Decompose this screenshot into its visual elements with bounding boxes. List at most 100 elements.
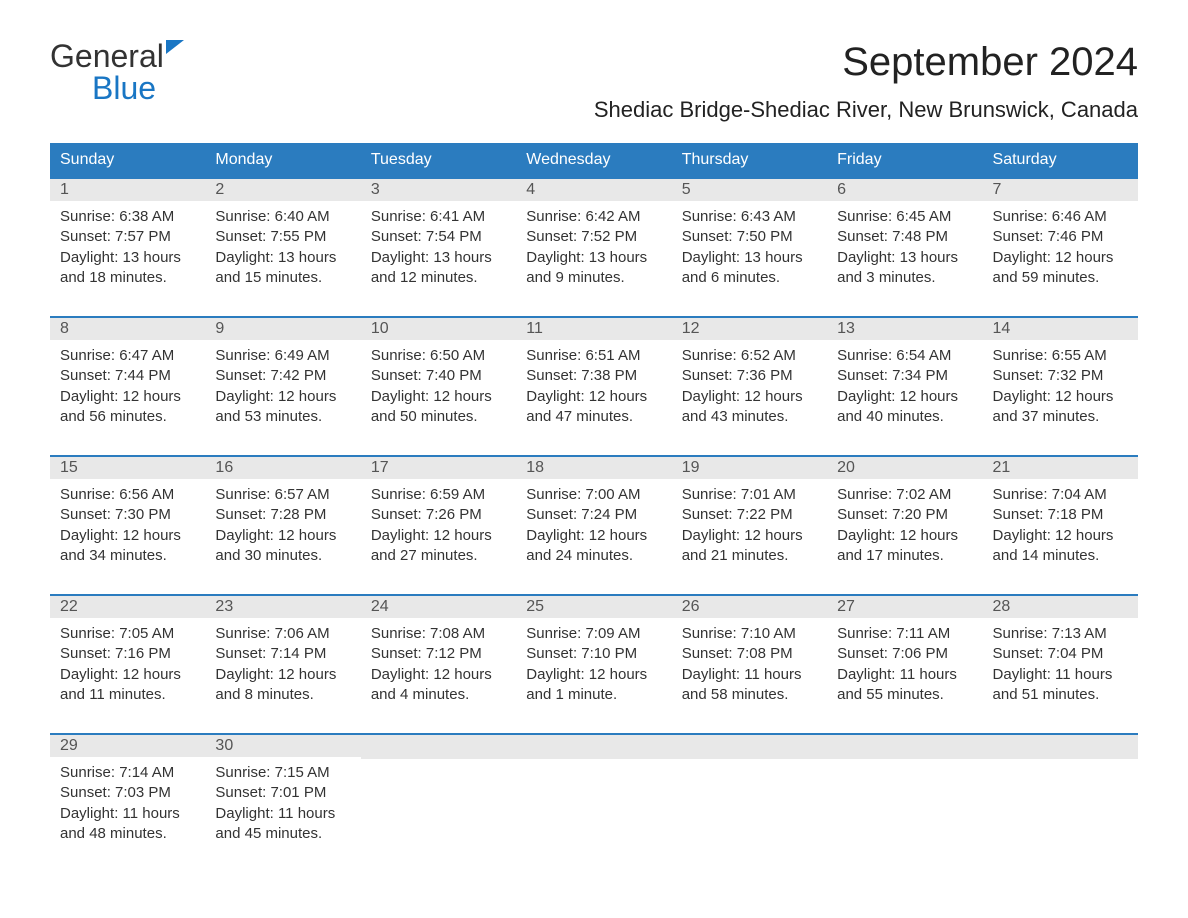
day-content: Sunrise: 6:51 AMSunset: 7:38 PMDaylight:… — [516, 340, 671, 455]
day-number: 14 — [983, 318, 1138, 340]
sunrise-text: Sunrise: 6:40 AM — [215, 207, 350, 227]
day-content: Sunrise: 6:55 AMSunset: 7:32 PMDaylight:… — [983, 340, 1138, 455]
sunrise-text: Sunrise: 6:47 AM — [60, 346, 195, 366]
daylight-text-2: and 51 minutes. — [993, 685, 1128, 705]
sunrise-text: Sunrise: 7:11 AM — [837, 624, 972, 644]
sunrise-text: Sunrise: 7:14 AM — [60, 763, 195, 783]
day-content: Sunrise: 6:57 AMSunset: 7:28 PMDaylight:… — [205, 479, 360, 594]
day-number: 12 — [672, 318, 827, 340]
daylight-text-1: Daylight: 12 hours — [682, 387, 817, 407]
daylight-text-1: Daylight: 13 hours — [371, 248, 506, 268]
logo-triangle-icon — [166, 40, 184, 54]
day-number: 5 — [672, 179, 827, 201]
daylight-text-2: and 11 minutes. — [60, 685, 195, 705]
day-header-row: Sunday Monday Tuesday Wednesday Thursday… — [50, 143, 1138, 178]
day-cell: 4Sunrise: 6:42 AMSunset: 7:52 PMDaylight… — [516, 178, 671, 317]
day-header-saturday: Saturday — [983, 143, 1138, 178]
day-cell: 27Sunrise: 7:11 AMSunset: 7:06 PMDayligh… — [827, 595, 982, 734]
sunset-text: Sunset: 7:32 PM — [993, 366, 1128, 386]
sunrise-text: Sunrise: 6:38 AM — [60, 207, 195, 227]
day-content: Sunrise: 7:08 AMSunset: 7:12 PMDaylight:… — [361, 618, 516, 733]
sunset-text: Sunset: 7:04 PM — [993, 644, 1128, 664]
daylight-text-1: Daylight: 12 hours — [215, 526, 350, 546]
day-cell: 15Sunrise: 6:56 AMSunset: 7:30 PMDayligh… — [50, 456, 205, 595]
day-cell: 23Sunrise: 7:06 AMSunset: 7:14 PMDayligh… — [205, 595, 360, 734]
sunrise-text: Sunrise: 7:15 AM — [215, 763, 350, 783]
empty-day — [983, 735, 1138, 759]
daylight-text-1: Daylight: 11 hours — [837, 665, 972, 685]
logo-blue-text: Blue — [92, 70, 156, 106]
sunrise-text: Sunrise: 7:05 AM — [60, 624, 195, 644]
day-number: 24 — [361, 596, 516, 618]
daylight-text-2: and 56 minutes. — [60, 407, 195, 427]
sunset-text: Sunset: 7:14 PM — [215, 644, 350, 664]
day-number: 18 — [516, 457, 671, 479]
day-content: Sunrise: 7:04 AMSunset: 7:18 PMDaylight:… — [983, 479, 1138, 594]
sunset-text: Sunset: 7:16 PM — [60, 644, 195, 664]
day-cell: 30Sunrise: 7:15 AMSunset: 7:01 PMDayligh… — [205, 734, 360, 872]
daylight-text-1: Daylight: 12 hours — [371, 665, 506, 685]
daylight-text-1: Daylight: 12 hours — [371, 387, 506, 407]
week-row: 29Sunrise: 7:14 AMSunset: 7:03 PMDayligh… — [50, 734, 1138, 872]
daylight-text-1: Daylight: 12 hours — [371, 526, 506, 546]
sunrise-text: Sunrise: 6:59 AM — [371, 485, 506, 505]
day-header-sunday: Sunday — [50, 143, 205, 178]
day-cell: 12Sunrise: 6:52 AMSunset: 7:36 PMDayligh… — [672, 317, 827, 456]
day-cell: 26Sunrise: 7:10 AMSunset: 7:08 PMDayligh… — [672, 595, 827, 734]
daylight-text-2: and 24 minutes. — [526, 546, 661, 566]
day-cell — [361, 734, 516, 872]
day-cell: 8Sunrise: 6:47 AMSunset: 7:44 PMDaylight… — [50, 317, 205, 456]
daylight-text-2: and 48 minutes. — [60, 824, 195, 844]
day-number: 16 — [205, 457, 360, 479]
day-content: Sunrise: 6:52 AMSunset: 7:36 PMDaylight:… — [672, 340, 827, 455]
day-cell: 20Sunrise: 7:02 AMSunset: 7:20 PMDayligh… — [827, 456, 982, 595]
daylight-text-2: and 58 minutes. — [682, 685, 817, 705]
sunset-text: Sunset: 7:55 PM — [215, 227, 350, 247]
daylight-text-2: and 34 minutes. — [60, 546, 195, 566]
day-cell — [827, 734, 982, 872]
header: General Blue September 2024 Shediac Brid… — [50, 40, 1138, 123]
day-header-monday: Monday — [205, 143, 360, 178]
sunset-text: Sunset: 7:40 PM — [371, 366, 506, 386]
day-cell: 21Sunrise: 7:04 AMSunset: 7:18 PMDayligh… — [983, 456, 1138, 595]
day-cell: 17Sunrise: 6:59 AMSunset: 7:26 PMDayligh… — [361, 456, 516, 595]
empty-day — [827, 735, 982, 759]
day-number: 30 — [205, 735, 360, 757]
location-text: Shediac Bridge-Shediac River, New Brunsw… — [594, 97, 1138, 123]
day-number: 11 — [516, 318, 671, 340]
daylight-text-2: and 12 minutes. — [371, 268, 506, 288]
sunrise-text: Sunrise: 6:55 AM — [993, 346, 1128, 366]
day-number: 7 — [983, 179, 1138, 201]
day-content: Sunrise: 7:15 AMSunset: 7:01 PMDaylight:… — [205, 757, 360, 872]
day-cell — [983, 734, 1138, 872]
day-number: 9 — [205, 318, 360, 340]
daylight-text-2: and 47 minutes. — [526, 407, 661, 427]
daylight-text-1: Daylight: 12 hours — [837, 526, 972, 546]
day-number: 19 — [672, 457, 827, 479]
week-row: 15Sunrise: 6:56 AMSunset: 7:30 PMDayligh… — [50, 456, 1138, 595]
daylight-text-2: and 30 minutes. — [215, 546, 350, 566]
day-number: 23 — [205, 596, 360, 618]
daylight-text-1: Daylight: 13 hours — [215, 248, 350, 268]
daylight-text-2: and 14 minutes. — [993, 546, 1128, 566]
day-cell: 14Sunrise: 6:55 AMSunset: 7:32 PMDayligh… — [983, 317, 1138, 456]
daylight-text-2: and 45 minutes. — [215, 824, 350, 844]
daylight-text-2: and 43 minutes. — [682, 407, 817, 427]
sunset-text: Sunset: 7:44 PM — [60, 366, 195, 386]
day-number: 6 — [827, 179, 982, 201]
day-header-thursday: Thursday — [672, 143, 827, 178]
day-content: Sunrise: 7:11 AMSunset: 7:06 PMDaylight:… — [827, 618, 982, 733]
day-content: Sunrise: 6:38 AMSunset: 7:57 PMDaylight:… — [50, 201, 205, 316]
day-content: Sunrise: 6:46 AMSunset: 7:46 PMDaylight:… — [983, 201, 1138, 316]
day-cell: 25Sunrise: 7:09 AMSunset: 7:10 PMDayligh… — [516, 595, 671, 734]
day-number: 3 — [361, 179, 516, 201]
week-row: 1Sunrise: 6:38 AMSunset: 7:57 PMDaylight… — [50, 178, 1138, 317]
daylight-text-2: and 21 minutes. — [682, 546, 817, 566]
day-header-tuesday: Tuesday — [361, 143, 516, 178]
day-cell: 24Sunrise: 7:08 AMSunset: 7:12 PMDayligh… — [361, 595, 516, 734]
daylight-text-1: Daylight: 11 hours — [60, 804, 195, 824]
daylight-text-1: Daylight: 11 hours — [682, 665, 817, 685]
day-content: Sunrise: 7:06 AMSunset: 7:14 PMDaylight:… — [205, 618, 360, 733]
daylight-text-1: Daylight: 12 hours — [993, 248, 1128, 268]
empty-day — [516, 735, 671, 759]
